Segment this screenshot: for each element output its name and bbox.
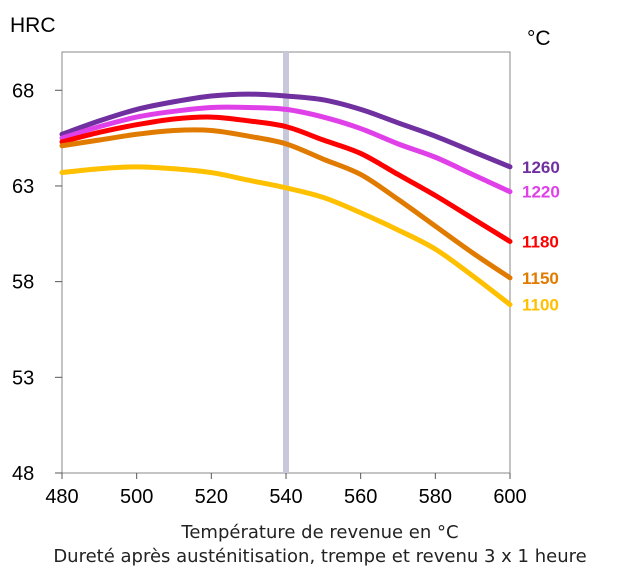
x-tick-label: 580 — [419, 486, 452, 508]
series-label-1180: 1180 — [522, 232, 559, 251]
series-line-1220 — [59, 104, 513, 195]
y-tick-label: 58 — [12, 272, 34, 294]
series-line-1180 — [59, 114, 513, 244]
x-tick-label: 520 — [195, 486, 228, 508]
series-group: 1260 1220 1180 1150 1100 — [59, 91, 560, 315]
plot-area — [55, 51, 511, 479]
y-tick-label: 63 — [12, 176, 34, 198]
series-line-1260 — [59, 91, 513, 170]
y-tick-label: 48 — [12, 463, 34, 485]
series-line-1150 — [59, 127, 513, 281]
series-label-1150: 1150 — [522, 269, 559, 288]
tick-labels: 48 53 58 63 68 480 500 520 540 560 580 600 — [12, 80, 527, 508]
y-tick-label: 53 — [12, 367, 34, 389]
x-tick-label: 500 — [120, 486, 153, 508]
x-tick-label: 480 — [45, 486, 78, 508]
x-tick-label: 540 — [269, 486, 302, 508]
chart: 1260 1220 1180 1150 1100 48 53 58 63 68 480 500 520… — [10, 14, 560, 508]
y-tick-label: 68 — [12, 80, 34, 102]
x-axis-label: Température de revenue en °C — [181, 522, 459, 543]
series-label-1100: 1100 — [522, 296, 559, 315]
series-line-1100 — [59, 164, 513, 308]
x-tick-label: 560 — [344, 486, 377, 508]
series-label-1260: 1260 — [522, 158, 560, 177]
y-axis-label: HRC — [10, 14, 56, 37]
chart-subtitle: Dureté après austénitisation, trempe et … — [53, 546, 587, 567]
x-unit-label: °C — [527, 27, 551, 50]
series-label-1220: 1220 — [522, 183, 560, 202]
x-tick-label: 600 — [493, 486, 526, 508]
